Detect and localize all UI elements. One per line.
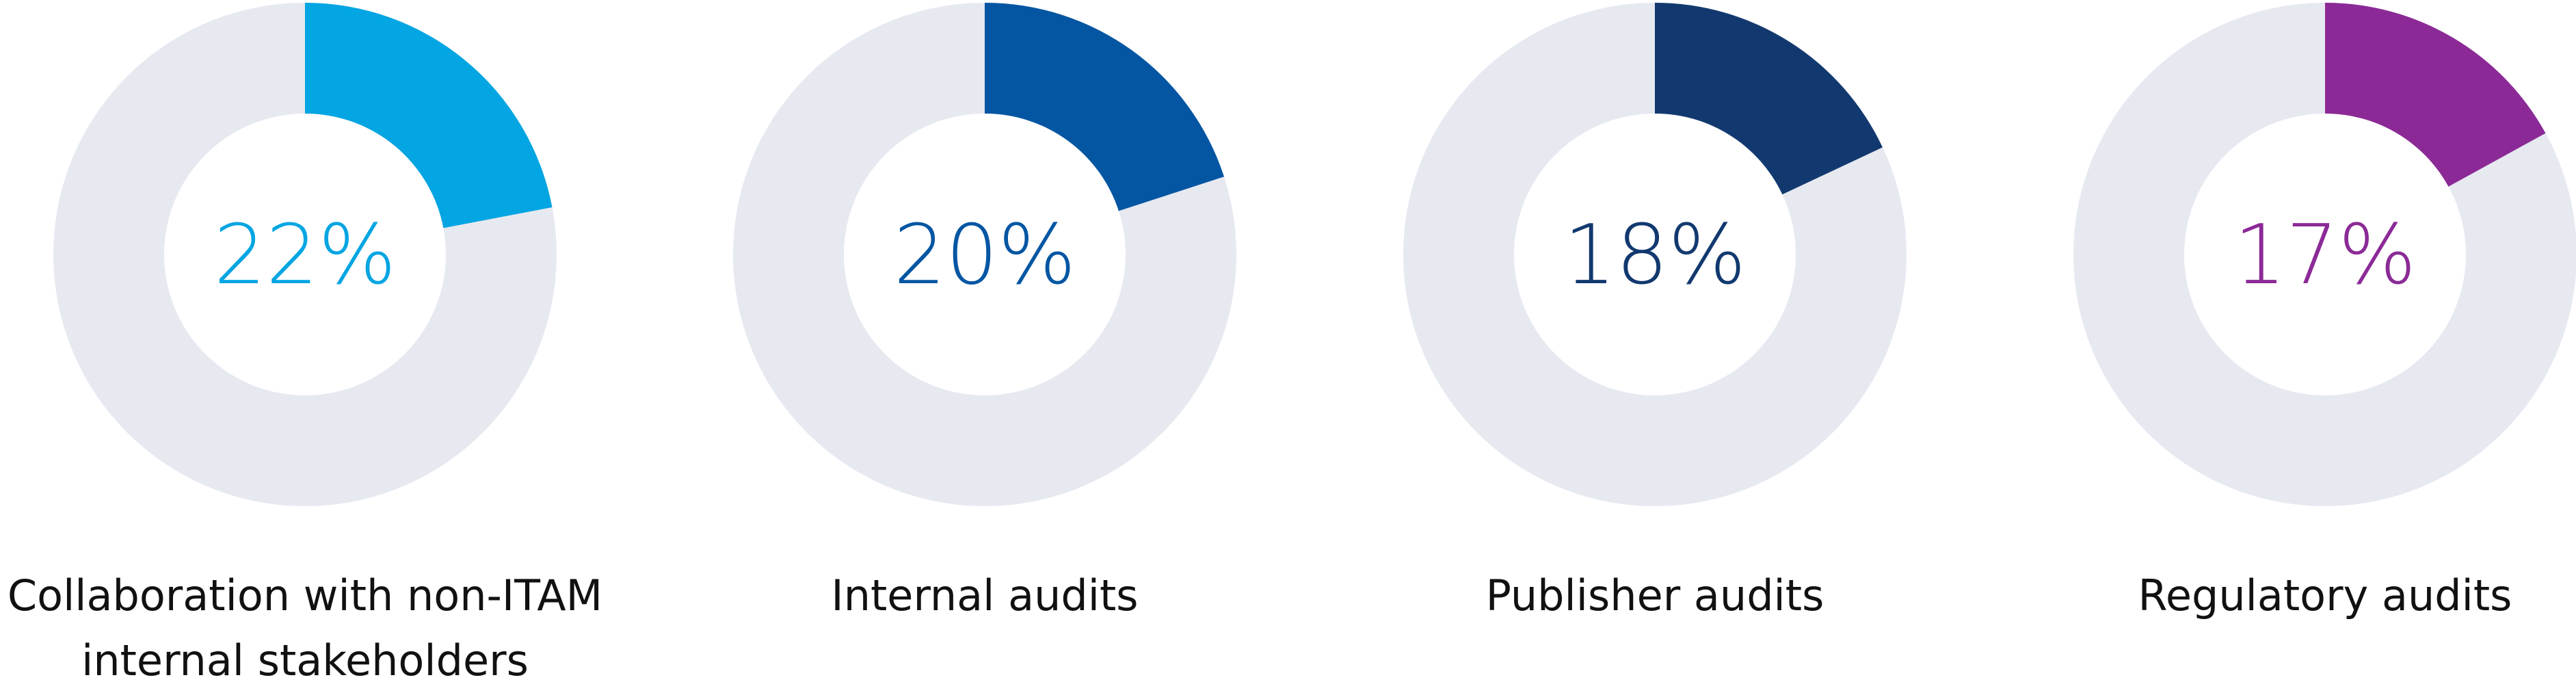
- donut-category-label: Collaboration with non-ITAM: [8, 570, 602, 620]
- donut-category-label: internal stakeholders: [81, 635, 529, 682]
- donut-value-label: 17%: [2234, 208, 2417, 303]
- donut-slice: [985, 3, 1224, 211]
- donut-category-label: Regulatory audits: [2138, 570, 2512, 620]
- donut-1: 22% Collaboration with non-ITAM internal s…: [8, 3, 602, 682]
- donut-category-label: Internal audits: [831, 570, 1138, 620]
- donut-category-label: Publisher audits: [1486, 570, 1824, 620]
- donut-value-label: 22%: [214, 208, 397, 303]
- donut-3: 18% Publisher audits: [1403, 3, 1907, 620]
- donut-value-label: 18%: [1564, 208, 1747, 303]
- donut-slice: [1655, 3, 1883, 195]
- donut-4: 17% Regulatory audits: [2073, 3, 2576, 620]
- donut-slice: [2325, 3, 2546, 187]
- donut-2: 20% Internal audits: [733, 3, 1236, 620]
- donut-value-label: 20%: [894, 208, 1076, 303]
- donut-slice: [305, 3, 553, 228]
